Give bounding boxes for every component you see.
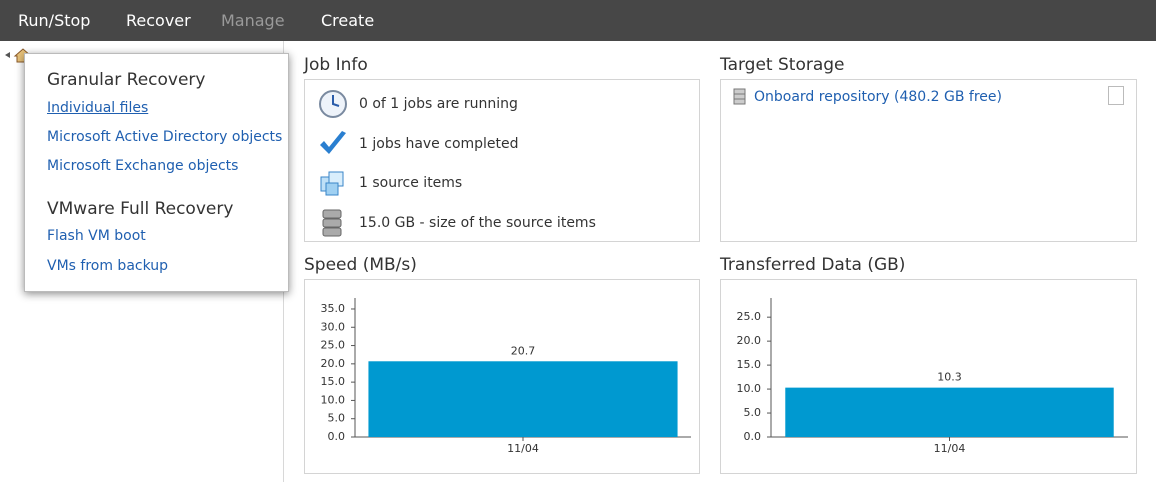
y-tick-label: 35.0 [321, 302, 346, 315]
chart-title: Speed (MB/s) [304, 255, 417, 275]
target-storage-panel: Onboard repository (480.2 GB free) [720, 79, 1137, 242]
panel-title: Job Info [304, 55, 368, 75]
menu-item[interactable]: Recover [126, 11, 191, 30]
bar [785, 387, 1114, 437]
chart-title: Transferred Data (GB) [720, 255, 906, 275]
value-label: 10.3 [937, 371, 962, 384]
y-tick-label: 25.0 [737, 310, 762, 323]
dropdown-link[interactable]: Microsoft Active Directory objects [47, 129, 283, 145]
completed-icon [320, 131, 346, 154]
job-info-row: 1 jobs have completed [359, 136, 519, 152]
source-icon [320, 171, 344, 196]
y-tick-label: 20.0 [737, 334, 762, 347]
y-tick-label: 5.0 [328, 412, 346, 425]
transferred-chart: 0.0 5.0 10.0 15.0 20.0 25.0 11/04 10.3 [737, 298, 1128, 455]
y-tick-label: 0.0 [744, 430, 762, 443]
y-tick-label: 30.0 [321, 320, 346, 333]
y-tick-label: 10.0 [321, 393, 346, 406]
chart-panel: 0.0 5.0 10.0 15.0 20.0 25.0 30.0 35.0 11/04 20.7 [304, 279, 700, 474]
dropdown-heading: Granular Recovery [47, 70, 206, 90]
x-tick-label: 11/04 [507, 442, 539, 455]
y-tick-label: 15.0 [321, 375, 346, 388]
job-info-panel: 0 of 1 jobs are running 1 jobs have comp… [304, 79, 700, 242]
repository-link[interactable]: Onboard repository (480.2 GB free) [754, 89, 1002, 105]
job-info-row: 15.0 GB - size of the source items [359, 215, 596, 231]
menu-item[interactable]: Manage [221, 11, 285, 30]
value-label: 20.7 [511, 344, 536, 357]
x-tick-label: 11/04 [934, 442, 966, 455]
dropdown-link[interactable]: Microsoft Exchange objects [47, 158, 239, 174]
repository-icon [733, 88, 746, 105]
dropdown-heading: VMware Full Recovery [47, 199, 234, 219]
speed-chart: 0.0 5.0 10.0 15.0 20.0 25.0 30.0 35.0 11/04 20.7 [321, 298, 691, 455]
panel-title: Target Storage [720, 55, 845, 75]
chart-panel: 0.0 5.0 10.0 15.0 20.0 25.0 11/04 10.3 [720, 279, 1137, 474]
y-tick-label: 0.0 [328, 430, 346, 443]
y-tick-label: 20.0 [321, 357, 346, 370]
checkbox[interactable] [1108, 86, 1124, 105]
job-info-row: 0 of 1 jobs are running [359, 96, 518, 112]
top-menu-bar: Run/Stop Recover Manage Create [0, 0, 1156, 41]
size-icon [322, 209, 342, 237]
job-info-row: 1 source items [359, 175, 463, 191]
y-tick-label: 10.0 [737, 382, 762, 395]
y-tick-label: 5.0 [744, 406, 762, 419]
menu-item[interactable]: Run/Stop [18, 11, 91, 30]
menu-item[interactable]: Create [321, 11, 375, 30]
recover-dropdown: Granular Recovery Individual files Micro… [24, 53, 289, 292]
running-icon [319, 90, 347, 118]
y-tick-label: 25.0 [321, 339, 346, 352]
y-tick-label: 15.0 [737, 358, 762, 371]
dropdown-link[interactable]: VMs from backup [47, 258, 169, 274]
dropdown-link[interactable]: Flash VM boot [47, 228, 146, 244]
dropdown-link[interactable]: Individual files [47, 100, 149, 116]
bar [368, 361, 678, 437]
